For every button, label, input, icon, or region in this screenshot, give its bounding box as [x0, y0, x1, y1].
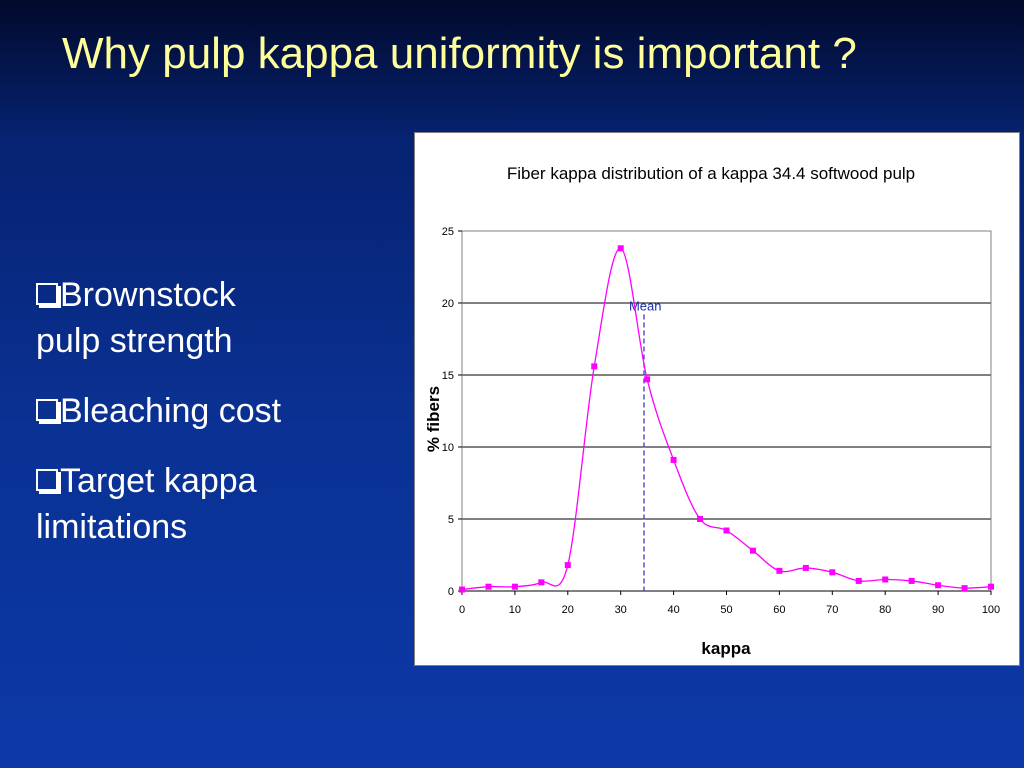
data-point — [723, 527, 730, 534]
plot-area — [461, 230, 992, 592]
series-line — [461, 247, 992, 591]
data-point — [988, 583, 994, 590]
data-point — [591, 363, 598, 370]
bullet-text: Brownstock — [60, 276, 236, 314]
data-point — [485, 583, 492, 590]
y-tick-label: 25 — [442, 226, 454, 238]
chart-svg: Fiber kappa distribution of a kappa 34.4… — [424, 164, 1000, 658]
x-tick-label: 0 — [459, 604, 465, 616]
data-point — [935, 582, 942, 589]
bullet-text: Bleaching cost — [60, 392, 282, 430]
data-point — [538, 579, 545, 586]
data-point — [802, 564, 809, 571]
y-axis: 0 5 10 15 20 25 — [442, 226, 462, 598]
data-point — [644, 376, 651, 383]
x-tick-label: 30 — [615, 604, 627, 616]
data-point — [697, 516, 704, 522]
y-tick-label: 20 — [442, 298, 454, 310]
data-point — [829, 569, 836, 576]
data-point — [564, 562, 571, 569]
x-axis: 0 10 20 30 40 50 60 70 80 90 100 — [459, 590, 1000, 616]
bullet-list: Brownstock pulp strength Bleaching cost … — [36, 272, 366, 574]
x-tick-label: 20 — [562, 604, 574, 616]
data-point — [776, 567, 783, 574]
x-tick-label: 80 — [879, 604, 891, 616]
data-point — [961, 585, 968, 592]
x-tick-label: 100 — [982, 604, 1000, 616]
data-point — [511, 583, 518, 590]
x-tick-label: 60 — [773, 604, 785, 616]
checkbox-bullet-icon — [36, 399, 58, 421]
data-point — [670, 456, 677, 463]
checkbox-bullet-icon — [36, 469, 58, 491]
bullet-item: Brownstock pulp strength — [36, 272, 366, 364]
x-tick-label: 10 — [509, 604, 521, 616]
bullet-text: limitations — [36, 508, 188, 546]
checkbox-bullet-icon — [36, 283, 58, 305]
chart-frame: Fiber kappa distribution of a kappa 34.4… — [414, 132, 1020, 666]
y-tick-label: 15 — [442, 370, 454, 382]
bullet-text: Target kappa — [60, 462, 257, 500]
bullet-item: Bleaching cost — [36, 388, 366, 434]
data-point — [882, 576, 889, 583]
data-point — [855, 577, 862, 584]
chart-title: Fiber kappa distribution of a kappa 34.4… — [507, 164, 915, 183]
y-axis-label: % fibers — [424, 386, 443, 452]
series-markers — [459, 245, 994, 593]
x-tick-label: 70 — [826, 604, 838, 616]
mean-label: Mean — [629, 299, 662, 314]
bullet-item: Target kappa limitations — [36, 458, 366, 550]
bullet-text: pulp strength — [36, 322, 233, 360]
x-tick-label: 90 — [932, 604, 944, 616]
data-point — [749, 547, 756, 554]
data-point — [908, 577, 915, 584]
data-point — [459, 586, 465, 593]
y-tick-label: 0 — [448, 586, 454, 598]
x-tick-label: 50 — [720, 604, 732, 616]
slide-title: Why pulp kappa uniformity is important ? — [62, 29, 857, 78]
data-point — [617, 245, 624, 252]
y-tick-label: 10 — [442, 442, 454, 454]
x-tick-label: 40 — [667, 604, 679, 616]
y-tick-label: 5 — [448, 514, 454, 526]
grid-lines — [462, 230, 991, 520]
x-axis-label: kappa — [701, 639, 751, 658]
